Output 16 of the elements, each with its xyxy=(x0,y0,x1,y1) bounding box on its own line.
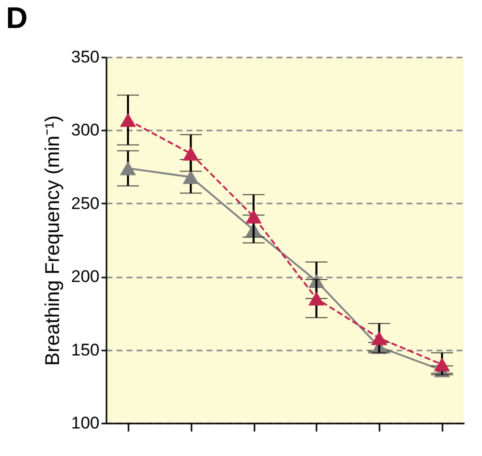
y-tick-label: 300 xyxy=(71,120,100,140)
y-axis-title: Breathing Frequency (min⁻¹) xyxy=(42,115,64,366)
point xyxy=(120,161,136,176)
point xyxy=(246,210,262,224)
point xyxy=(434,357,450,372)
point xyxy=(308,292,324,306)
y-tick-label: 350 xyxy=(71,48,100,66)
y-tick-label: 200 xyxy=(71,267,100,286)
y-tick-label: 150 xyxy=(71,340,100,360)
point xyxy=(182,170,199,184)
y-tick-label: 100 xyxy=(71,414,100,432)
point xyxy=(182,146,199,161)
point xyxy=(120,112,136,127)
y-tick-label: 250 xyxy=(71,194,100,213)
point xyxy=(371,331,388,346)
chart-title: D xyxy=(6,2,28,35)
